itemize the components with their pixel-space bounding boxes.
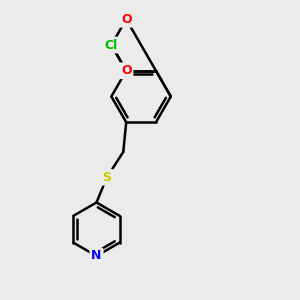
- Text: N: N: [91, 250, 102, 262]
- Text: O: O: [121, 64, 131, 77]
- Text: O: O: [121, 13, 131, 26]
- Text: S: S: [102, 171, 111, 184]
- Text: Cl: Cl: [105, 38, 118, 52]
